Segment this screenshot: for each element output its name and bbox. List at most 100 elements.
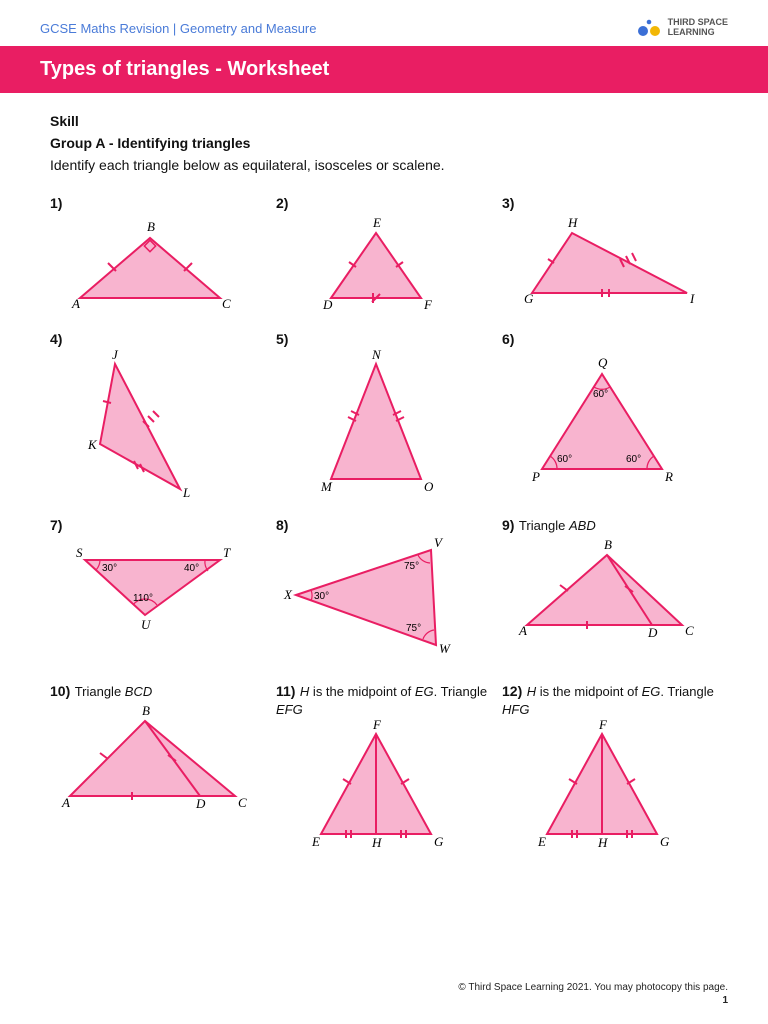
angle-R: 60° — [626, 454, 641, 465]
vertex-K: K — [87, 437, 98, 452]
vertex-L: L — [182, 485, 190, 499]
question-caption: H is the midpoint of EG. Triangle EFG — [276, 684, 487, 717]
triangle-4: J K L — [50, 349, 250, 499]
triangle-6: 60° 60° 60° P Q R — [502, 349, 702, 499]
vertex-H: H — [597, 835, 608, 849]
footer-text: © Third Space Learning 2021. You may pho… — [458, 982, 728, 993]
question-6: 6) 60° 60° 60° P Q R — [502, 331, 718, 499]
vertex-I: I — [689, 291, 695, 306]
skill-heading: Skill — [50, 113, 718, 129]
question-8: 8) 30° 75° 75° X V W — [276, 517, 492, 665]
triangle-3: G H I — [502, 213, 702, 313]
vertex-E: E — [537, 834, 546, 849]
angle-S: 30° — [102, 563, 117, 574]
triangle-9: A B D C — [502, 535, 702, 645]
vertex-B: B — [147, 219, 155, 234]
triangle-11: E F H G — [276, 719, 476, 849]
question-2: 2) D E F — [276, 195, 492, 313]
vertex-D: D — [647, 625, 658, 640]
question-number: 2) — [276, 195, 288, 211]
vertex-X: X — [283, 587, 293, 602]
vertex-W: W — [439, 641, 451, 656]
vertex-F: F — [423, 297, 433, 312]
vertex-G: G — [524, 291, 534, 306]
vertex-T: T — [223, 545, 231, 560]
vertex-U: U — [141, 617, 152, 632]
vertex-O: O — [424, 479, 434, 494]
vertex-P: P — [531, 469, 540, 484]
question-12: 12) H is the midpoint of EG. Triangle HF… — [502, 683, 718, 849]
question-number: 1) — [50, 195, 62, 211]
vertex-A: A — [518, 623, 527, 638]
vertex-S: S — [76, 545, 83, 560]
question-grid: 1) A B C 2) D E F — [50, 195, 718, 849]
vertex-R: R — [664, 469, 673, 484]
vertex-D: D — [322, 297, 333, 312]
triangle-1: A B C — [50, 213, 250, 313]
question-4: 4) J K L — [50, 331, 266, 499]
question-1: 1) A B C — [50, 195, 266, 313]
page-number: 1 — [458, 995, 728, 1006]
angle-P: 60° — [557, 454, 572, 465]
question-number: 8) — [276, 517, 288, 533]
question-number: 10) — [50, 683, 70, 699]
logo-text: THIRD SPACE LEARNING — [668, 18, 728, 38]
group-heading: Group A - Identifying triangles — [50, 135, 718, 151]
vertex-A: A — [71, 296, 80, 311]
vertex-M: M — [320, 479, 333, 494]
question-number: 4) — [50, 331, 62, 347]
vertex-C: C — [222, 296, 231, 311]
angle-T: 40° — [184, 563, 199, 574]
instruction: Identify each triangle below as equilate… — [50, 157, 718, 173]
vertex-F: F — [372, 719, 382, 732]
footer: © Third Space Learning 2021. You may pho… — [458, 982, 728, 1006]
triangle-5: M N O — [276, 349, 476, 499]
vertex-B: B — [604, 537, 612, 552]
question-number: 12) — [502, 683, 522, 699]
vertex-V: V — [434, 535, 444, 550]
vertex-D: D — [195, 796, 206, 811]
question-caption: Triangle Triangle ABDABD — [519, 518, 596, 533]
vertex-N: N — [371, 349, 382, 362]
vertex-H: H — [567, 215, 578, 230]
vertex-J: J — [112, 349, 119, 362]
vertex-B: B — [142, 703, 150, 718]
question-number: 9) — [502, 517, 514, 533]
question-caption: Triangle BCD — [75, 684, 153, 699]
vertex-Q: Q — [598, 355, 608, 370]
vertex-G: G — [660, 834, 670, 849]
angle-W: 75° — [406, 623, 421, 634]
vertex-C: C — [685, 623, 694, 638]
question-3: 3) G H I — [502, 195, 718, 313]
question-11: 11) H is the midpoint of EG. Triangle EF… — [276, 683, 492, 849]
angle-Q: 60° — [593, 389, 608, 400]
vertex-C: C — [238, 795, 247, 810]
breadcrumb: GCSE Maths Revision | Geometry and Measu… — [40, 21, 317, 36]
logo-text-line2: LEARNING — [668, 28, 728, 38]
vertex-A: A — [61, 795, 70, 810]
angle-X: 30° — [314, 591, 329, 602]
question-number: 6) — [502, 331, 514, 347]
header-top: GCSE Maths Revision | Geometry and Measu… — [0, 0, 768, 46]
content: Skill Group A - Identifying triangles Id… — [0, 93, 768, 849]
question-number: 3) — [502, 195, 514, 211]
angle-V: 75° — [404, 561, 419, 572]
vertex-G: G — [434, 834, 444, 849]
triangle-10: A B D C — [50, 701, 250, 821]
question-9: 9) Triangle Triangle ABDABD A B D C — [502, 517, 718, 665]
logo-icon — [636, 18, 662, 38]
vertex-F: F — [598, 719, 608, 732]
triangle-12: E F H G — [502, 719, 702, 849]
angle-U: 110° — [133, 593, 153, 604]
triangle-2: D E F — [276, 213, 476, 313]
title-bar: Types of triangles - Worksheet — [0, 46, 768, 93]
question-10: 10) Triangle BCD A B D C — [50, 683, 266, 849]
vertex-E: E — [311, 834, 320, 849]
triangle-8: 30° 75° 75° X V W — [276, 535, 476, 665]
question-5: 5) M N O — [276, 331, 492, 499]
question-number: 7) — [50, 517, 62, 533]
logo: THIRD SPACE LEARNING — [636, 18, 728, 38]
vertex-H: H — [371, 835, 382, 849]
question-number: 11) — [276, 683, 295, 699]
triangle-7: 30° 40° 110° S T U — [50, 535, 250, 645]
